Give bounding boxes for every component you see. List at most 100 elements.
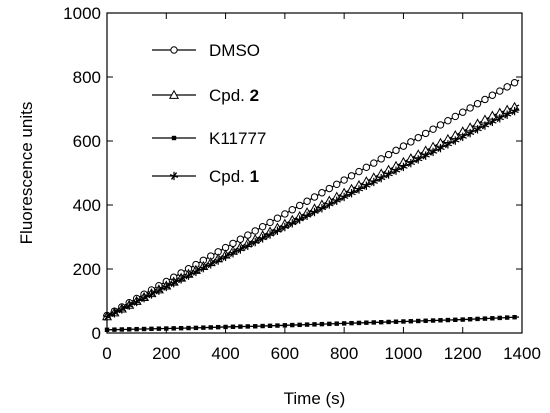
x-tick-label: 600 xyxy=(271,344,299,363)
star-stroke xyxy=(422,151,429,160)
data-point xyxy=(451,136,460,145)
data-point xyxy=(512,315,517,320)
star-stroke xyxy=(200,264,207,272)
star-stroke xyxy=(326,200,333,209)
star-stroke xyxy=(511,107,518,115)
star-stroke xyxy=(467,129,474,137)
data-point xyxy=(503,83,511,91)
data-point xyxy=(473,100,482,108)
data-point xyxy=(266,218,274,227)
data-point xyxy=(191,267,201,277)
star-stroke xyxy=(252,238,259,246)
data-point xyxy=(459,108,467,116)
data-point xyxy=(169,171,179,181)
data-point xyxy=(297,322,302,328)
star-stroke xyxy=(274,227,281,235)
star-stroke xyxy=(171,172,177,180)
star-stroke xyxy=(133,298,140,306)
legend: DMSO Cpd. 2 K11777 Cpd. 1 xyxy=(152,41,266,186)
data-point xyxy=(273,226,282,236)
data-point xyxy=(223,324,228,330)
data-point xyxy=(125,301,134,310)
data-point xyxy=(149,326,154,332)
data-point xyxy=(444,116,452,125)
data-point xyxy=(386,319,391,325)
y-tick-label: 1000 xyxy=(63,4,101,23)
legend-item: Cpd. 1 xyxy=(152,167,259,186)
data-point xyxy=(310,193,319,201)
star-stroke xyxy=(178,275,185,284)
star-stroke xyxy=(407,159,414,167)
data-point xyxy=(407,138,415,146)
data-point xyxy=(312,322,317,327)
data-point xyxy=(102,312,112,322)
data-point xyxy=(473,125,482,134)
series-line xyxy=(106,108,520,318)
data-point xyxy=(156,326,162,331)
data-point xyxy=(193,325,199,331)
data-point xyxy=(369,177,378,187)
star-stroke xyxy=(318,204,325,213)
data-point xyxy=(436,143,445,153)
star-stroke xyxy=(437,144,444,152)
data-point xyxy=(251,237,260,247)
x-tick-label: 1000 xyxy=(385,344,423,363)
x-tick-label: 1400 xyxy=(503,344,541,363)
data-point xyxy=(295,215,304,224)
y-tick-label: 800 xyxy=(73,68,101,87)
data-point xyxy=(304,322,310,327)
data-point xyxy=(178,326,184,331)
data-point xyxy=(503,110,512,119)
star-stroke xyxy=(356,185,362,194)
data-point xyxy=(332,196,341,205)
data-point xyxy=(215,324,221,330)
data-point xyxy=(362,163,371,172)
star-stroke xyxy=(222,253,229,261)
x-tick-label: 200 xyxy=(152,344,180,363)
star-stroke xyxy=(481,121,488,130)
data-point xyxy=(303,197,311,205)
star-stroke xyxy=(148,290,155,299)
legend-label: DMSO xyxy=(209,41,260,60)
data-point xyxy=(496,87,504,95)
data-point xyxy=(104,327,110,332)
data-point xyxy=(356,320,362,326)
data-point xyxy=(495,114,504,123)
data-point xyxy=(510,79,519,87)
star-stroke xyxy=(363,181,370,190)
data-point xyxy=(238,324,243,329)
star-stroke xyxy=(170,279,177,287)
data-point xyxy=(465,128,475,138)
data-point xyxy=(458,132,467,142)
data-point xyxy=(127,327,132,332)
star-stroke xyxy=(400,163,407,171)
data-point xyxy=(168,89,180,99)
data-point xyxy=(280,222,290,232)
data-point xyxy=(310,207,319,217)
star-stroke xyxy=(237,245,244,254)
data-point xyxy=(288,206,296,214)
data-point xyxy=(199,263,208,273)
data-point xyxy=(171,135,177,141)
data-point xyxy=(445,317,451,323)
star-stroke xyxy=(393,166,399,175)
data-point xyxy=(355,167,363,176)
data-point xyxy=(132,297,141,307)
data-point xyxy=(510,106,519,116)
star-stroke xyxy=(118,305,125,314)
data-point xyxy=(467,317,473,322)
legend-item: Cpd. 2 xyxy=(152,86,259,105)
data-point xyxy=(347,172,356,180)
data-point xyxy=(384,170,393,179)
data-point xyxy=(488,117,497,126)
data-point xyxy=(213,256,223,265)
data-point xyxy=(327,321,332,327)
data-point xyxy=(401,319,406,324)
star-stroke xyxy=(104,313,110,321)
data-point xyxy=(370,159,378,167)
y-axis-title: Fluorescence units xyxy=(17,102,36,245)
data-point xyxy=(340,176,348,184)
data-point xyxy=(347,189,356,198)
star-stroke xyxy=(259,234,266,243)
